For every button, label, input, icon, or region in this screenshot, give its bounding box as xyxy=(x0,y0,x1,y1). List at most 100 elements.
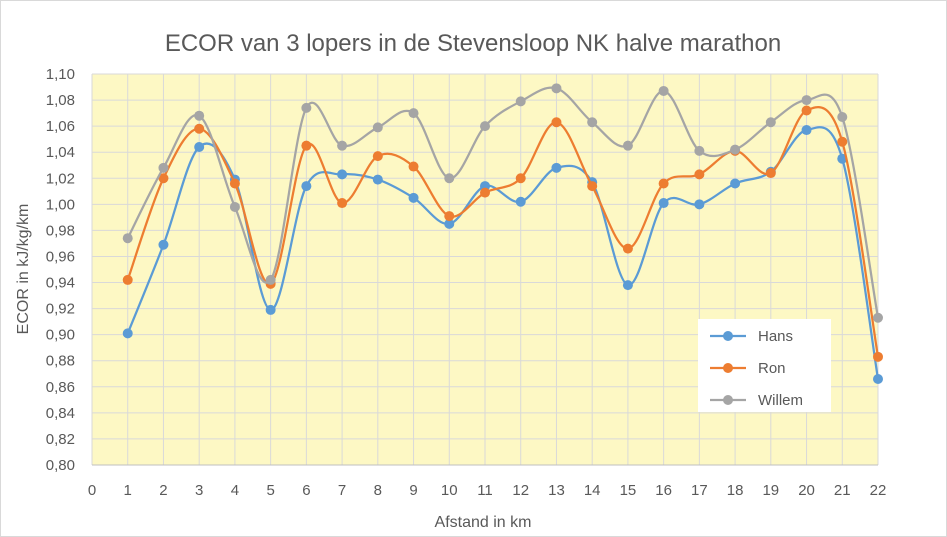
data-point-hans xyxy=(265,304,276,315)
x-tick-label: 17 xyxy=(691,482,708,499)
data-point-willem xyxy=(444,173,455,184)
y-tick-label: 0,98 xyxy=(46,222,75,239)
data-point-willem xyxy=(658,85,669,96)
legend-label: Hans xyxy=(758,328,793,345)
data-point-hans xyxy=(194,141,205,152)
x-tick-label: 7 xyxy=(338,482,346,499)
data-point-willem xyxy=(837,112,848,123)
y-tick-label: 0,80 xyxy=(46,457,75,474)
y-tick-label: 0,92 xyxy=(46,301,75,318)
data-point-willem xyxy=(622,140,633,151)
legend-swatch-marker xyxy=(723,331,733,341)
data-point-willem xyxy=(265,274,276,285)
data-point-hans xyxy=(122,328,133,339)
data-point-ron xyxy=(551,117,562,128)
x-tick-label: 5 xyxy=(266,482,274,499)
data-point-ron xyxy=(873,351,883,362)
data-point-ron xyxy=(587,181,598,192)
data-point-ron xyxy=(480,187,490,198)
data-point-willem xyxy=(480,121,490,132)
data-point-hans xyxy=(622,280,633,291)
y-tick-label: 0,96 xyxy=(46,248,75,265)
series-lines xyxy=(122,83,883,384)
data-point-hans xyxy=(515,196,526,207)
legend-item-hans: Hans xyxy=(710,328,793,345)
data-point-ron xyxy=(765,168,776,179)
x-tick-label: 18 xyxy=(727,482,744,499)
data-point-hans xyxy=(337,169,348,180)
x-tick-label: 21 xyxy=(834,482,851,499)
y-tick-label: 1,06 xyxy=(46,118,75,135)
y-tick-label: 0,84 xyxy=(46,405,75,422)
legend-label: Willem xyxy=(758,392,803,409)
data-point-ron xyxy=(444,211,455,222)
x-tick-label: 4 xyxy=(231,482,239,499)
data-point-willem xyxy=(158,162,169,173)
y-tick-label: 1,02 xyxy=(46,170,75,187)
data-point-hans xyxy=(694,199,705,210)
data-point-willem xyxy=(551,83,562,94)
x-tick-label: 22 xyxy=(870,482,887,499)
data-point-hans xyxy=(551,162,562,173)
data-point-willem xyxy=(730,144,741,155)
legend: Hans Ron Willem xyxy=(698,319,831,412)
data-point-ron xyxy=(301,140,312,151)
data-point-willem xyxy=(801,95,812,106)
x-tick-label: 2 xyxy=(159,482,167,499)
x-tick-label: 11 xyxy=(477,482,493,499)
data-point-hans xyxy=(372,174,383,185)
data-point-ron xyxy=(408,161,419,172)
data-point-hans xyxy=(444,218,455,229)
data-point-ron xyxy=(337,198,348,209)
y-tick-label: 0,88 xyxy=(46,353,75,370)
x-tick-label: 20 xyxy=(798,482,815,499)
data-point-ron xyxy=(122,274,133,285)
y-tick-label: 1,10 xyxy=(46,66,75,83)
series-willem xyxy=(122,83,883,323)
legend-label: Ron xyxy=(758,360,786,377)
tick-labels: 0 1 2 3 4 5 6 7 8 9 10 11 12 13 14 15 16 17 18 19 20 21 220,80… xyxy=(46,66,887,499)
x-tick-label: 15 xyxy=(620,482,637,499)
data-point-willem xyxy=(408,108,419,119)
data-point-hans xyxy=(301,181,312,192)
x-tick-label: 0 xyxy=(88,482,96,499)
data-point-hans xyxy=(801,125,812,136)
x-tick-label: 12 xyxy=(512,482,529,499)
data-point-hans xyxy=(873,373,883,384)
y-tick-label: 0,86 xyxy=(46,379,75,396)
data-point-ron xyxy=(658,178,669,189)
data-point-ron xyxy=(229,178,240,189)
x-tick-label: 1 xyxy=(124,482,132,499)
y-axis-label: ECOR in kJ/kg/km xyxy=(15,204,32,335)
data-point-willem xyxy=(301,102,312,113)
x-tick-label: 10 xyxy=(441,482,458,499)
data-point-hans xyxy=(158,239,169,250)
y-tick-label: 0,90 xyxy=(46,327,75,344)
data-point-willem xyxy=(194,110,205,121)
x-tick-label: 14 xyxy=(584,482,601,499)
data-point-willem xyxy=(765,117,776,128)
data-point-hans xyxy=(408,192,419,203)
x-tick-label: 19 xyxy=(762,482,779,499)
y-tick-label: 0,94 xyxy=(46,275,75,292)
data-point-ron xyxy=(801,105,812,116)
legend-swatch-marker xyxy=(723,363,733,373)
data-point-willem xyxy=(515,96,526,107)
data-point-ron xyxy=(158,173,169,184)
data-point-willem xyxy=(694,145,705,156)
legend-item-ron: Ron xyxy=(710,360,786,377)
x-tick-label: 9 xyxy=(409,482,417,499)
data-point-willem xyxy=(372,122,383,133)
x-tick-label: 13 xyxy=(548,482,565,499)
y-tick-label: 1,04 xyxy=(46,144,75,161)
data-point-ron xyxy=(194,123,205,134)
data-point-willem xyxy=(122,233,133,244)
data-point-willem xyxy=(337,140,348,151)
data-point-hans xyxy=(730,178,741,189)
data-point-ron xyxy=(622,243,633,254)
y-tick-label: 1,08 xyxy=(46,92,75,109)
x-tick-label: 3 xyxy=(195,482,203,499)
data-point-ron xyxy=(837,136,848,147)
